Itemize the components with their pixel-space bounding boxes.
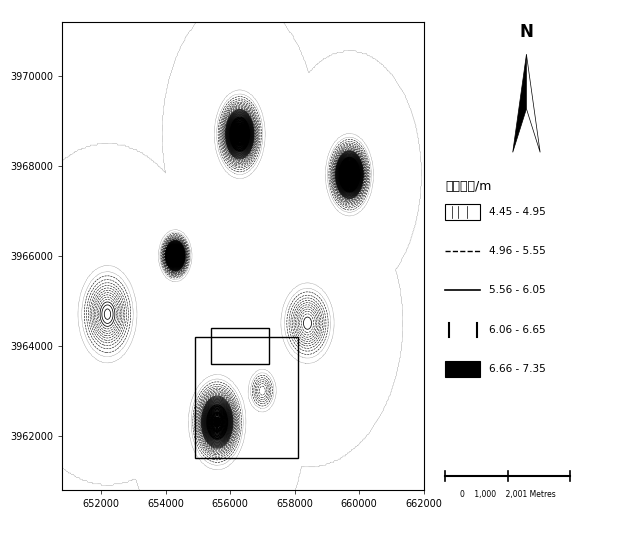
Text: 0    1,000    2,001 Metres: 0 1,000 2,001 Metres [460, 490, 556, 499]
Text: N: N [520, 23, 533, 41]
Text: 煌层厚度/m: 煌层厚度/m [445, 180, 492, 193]
Text: 6.66 - 7.35: 6.66 - 7.35 [489, 364, 546, 374]
Text: 5.56 - 6.05: 5.56 - 6.05 [489, 286, 546, 295]
Text: 4.45 - 4.95: 4.45 - 4.95 [489, 207, 546, 217]
Bar [211, 327, 269, 363]
Text: 4.96 - 5.55: 4.96 - 5.55 [489, 246, 546, 256]
Text: 6.06 - 6.65: 6.06 - 6.65 [489, 325, 546, 335]
Bar [194, 337, 298, 458]
